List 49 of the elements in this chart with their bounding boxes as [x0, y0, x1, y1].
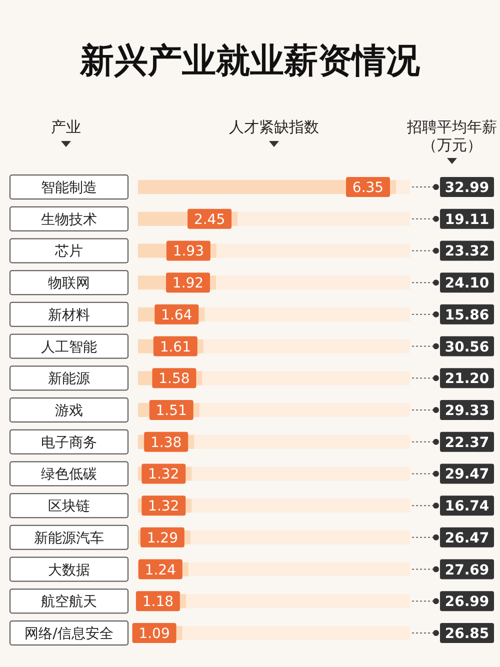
text: 22.37: [444, 434, 490, 451]
y-tick-label: 新材料: [48, 307, 90, 324]
data-label: 1.32: [148, 466, 180, 483]
text: 32.99: [444, 180, 490, 196]
data-label: 1.09: [138, 626, 170, 642]
data-label: 1.51: [156, 403, 187, 419]
text: 29.33: [444, 403, 490, 419]
y-tick-label: 区块链: [48, 498, 90, 515]
text: 21.20: [444, 371, 490, 388]
x-axis-title: 人才紧缺指数: [229, 118, 319, 136]
y-tick-label: 新能源: [48, 371, 90, 388]
y-tick-label: 游戏: [55, 403, 83, 419]
text: 16.74: [444, 498, 490, 515]
y-tick-label: 电子商务: [41, 434, 97, 451]
data-label: 2.45: [194, 212, 226, 228]
text: 24.10: [444, 276, 490, 292]
text: 26.47: [444, 530, 490, 546]
y-tick-label: 大数据: [48, 562, 90, 578]
y-tick-label: 绿色低碳: [41, 466, 97, 483]
text: 26.99: [444, 594, 490, 610]
text: 19.11: [444, 212, 490, 228]
text: 15.86: [444, 307, 490, 324]
data-label: 1.58: [158, 371, 190, 388]
data-label: 1.61: [160, 339, 191, 356]
text: 30.56: [444, 339, 490, 356]
data-label: 1.38: [150, 434, 182, 451]
data-label: 1.29: [146, 530, 178, 546]
y-axis-title: 产业: [51, 118, 81, 136]
chart-title: 新兴产业就业薪资情况: [79, 41, 421, 81]
y-tick-label: 网络/信息安全: [24, 626, 114, 642]
y-tick-label: 物联网: [48, 276, 90, 292]
text: 29.47: [444, 466, 490, 483]
data-label: 6.35: [352, 180, 384, 196]
y-tick-label: 人工智能: [41, 339, 97, 356]
y-tick-label: 芯片: [54, 244, 83, 260]
text: 招聘平均年薪（万元）: [406, 118, 497, 154]
data-label: 1.24: [144, 562, 176, 578]
y-tick-label: 智能制造: [41, 180, 97, 196]
data-label: 1.32: [148, 498, 180, 515]
text: 23.32: [444, 244, 490, 260]
data-label: 1.93: [172, 244, 204, 260]
y-tick-label: 生物技术: [41, 212, 97, 228]
y-tick-label: 新能源汽车: [34, 530, 104, 546]
data-label: 1.18: [142, 594, 174, 610]
data-label: 1.64: [161, 307, 192, 324]
text: 26.85: [444, 626, 490, 642]
data-label: 1.92: [172, 276, 204, 292]
y-tick-label: 航空航天: [41, 594, 97, 610]
text: 27.69: [444, 562, 490, 578]
